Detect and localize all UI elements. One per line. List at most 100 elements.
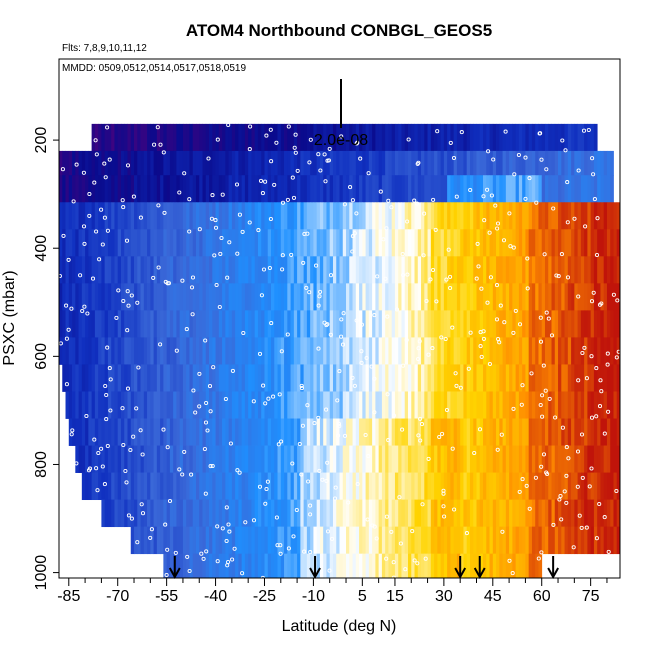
heat-cell <box>515 310 520 338</box>
heat-cell <box>430 175 435 203</box>
heat-cell <box>424 337 428 365</box>
heat-cell <box>466 150 471 176</box>
heat-cell <box>437 445 442 473</box>
heat-cell <box>65 175 70 203</box>
heat-cell <box>75 202 79 230</box>
heat-cell <box>391 123 396 152</box>
heat-cell <box>525 337 530 365</box>
sample-marker <box>583 224 588 229</box>
heat-cell <box>567 472 572 501</box>
heat-cell <box>68 310 73 338</box>
heat-cell <box>59 256 63 284</box>
sample-marker <box>107 157 112 162</box>
heat-cell <box>593 499 598 528</box>
heat-cell <box>522 150 526 176</box>
sample-marker <box>558 493 563 499</box>
heat-cell <box>81 283 86 311</box>
heat-cell <box>567 391 572 419</box>
heat-cell <box>160 472 164 501</box>
heat-cell <box>453 526 458 555</box>
heat-cell <box>414 472 419 501</box>
heat-cell <box>365 175 370 203</box>
sample-marker <box>210 193 215 198</box>
heat-cell <box>512 310 517 338</box>
heat-cell <box>336 202 340 230</box>
heat-cell <box>450 175 455 203</box>
heat-cell <box>81 256 86 284</box>
heat-cell <box>248 418 252 446</box>
heat-cell <box>65 150 70 176</box>
heat-cell <box>192 364 197 392</box>
heat-cell <box>528 499 533 528</box>
sample-marker <box>99 446 104 451</box>
heat-cell <box>310 150 314 176</box>
heat-cell <box>140 472 145 501</box>
heat-cell <box>411 499 415 528</box>
heat-cell <box>209 310 213 338</box>
heat-cell <box>94 123 99 152</box>
heat-cell <box>447 123 451 152</box>
heat-cell <box>160 283 164 311</box>
heat-cell <box>571 310 575 338</box>
sample-marker <box>208 464 213 469</box>
heat-cell <box>613 472 618 501</box>
sample-marker <box>125 289 130 294</box>
heat-cell <box>225 256 229 284</box>
heat-cell <box>548 123 552 152</box>
heat-cell <box>186 337 190 365</box>
heat-cell <box>571 283 575 311</box>
heat-cell <box>456 123 461 152</box>
heat-cell <box>231 123 236 152</box>
heat-cell <box>212 445 216 473</box>
heat-cell <box>186 256 190 284</box>
heat-cell <box>241 229 246 257</box>
heat-cell <box>238 256 243 284</box>
heat-cell <box>368 445 373 473</box>
sample-marker <box>545 471 550 477</box>
heat-cell <box>398 391 402 419</box>
heat-cell <box>280 472 285 501</box>
heat-cell <box>492 391 497 419</box>
heat-cell <box>417 256 422 284</box>
heat-cell <box>365 391 370 419</box>
heat-cell <box>163 499 168 528</box>
heat-cell <box>222 256 226 284</box>
heat-cell <box>195 150 200 176</box>
heat-cell <box>388 337 393 365</box>
heat-cell <box>244 123 249 152</box>
heat-cell <box>424 526 428 555</box>
heat-cell <box>72 283 76 311</box>
heat-cell <box>453 445 458 473</box>
heat-cell <box>173 150 177 176</box>
heat-cell <box>127 310 132 338</box>
heat-cell <box>150 364 154 392</box>
heat-cell <box>352 202 357 230</box>
heat-cell <box>551 310 556 338</box>
heat-cell <box>450 499 455 528</box>
heat-cell <box>98 418 102 446</box>
heat-cell <box>212 499 216 528</box>
heat-cell <box>91 283 96 311</box>
sample-marker <box>513 308 518 313</box>
heat-cell <box>313 499 318 528</box>
heat-cell <box>94 364 99 392</box>
heat-cell <box>375 364 380 392</box>
sample-marker <box>350 234 355 239</box>
heat-cell <box>616 229 620 257</box>
heat-cell <box>342 175 347 203</box>
heat-cell <box>94 283 99 311</box>
heat-cell <box>502 472 507 501</box>
heat-cell <box>391 445 396 473</box>
sample-marker <box>416 356 421 362</box>
heat-cell <box>613 391 618 419</box>
sample-marker <box>272 182 277 187</box>
heat-cell <box>241 310 246 338</box>
sample-marker <box>507 558 512 563</box>
heat-cell <box>584 202 588 230</box>
sample-marker <box>148 535 153 540</box>
heat-cell <box>388 553 393 578</box>
sample-marker <box>400 427 405 432</box>
heat-cell <box>319 202 324 230</box>
heat-cell <box>525 445 530 473</box>
sample-marker <box>412 558 417 563</box>
